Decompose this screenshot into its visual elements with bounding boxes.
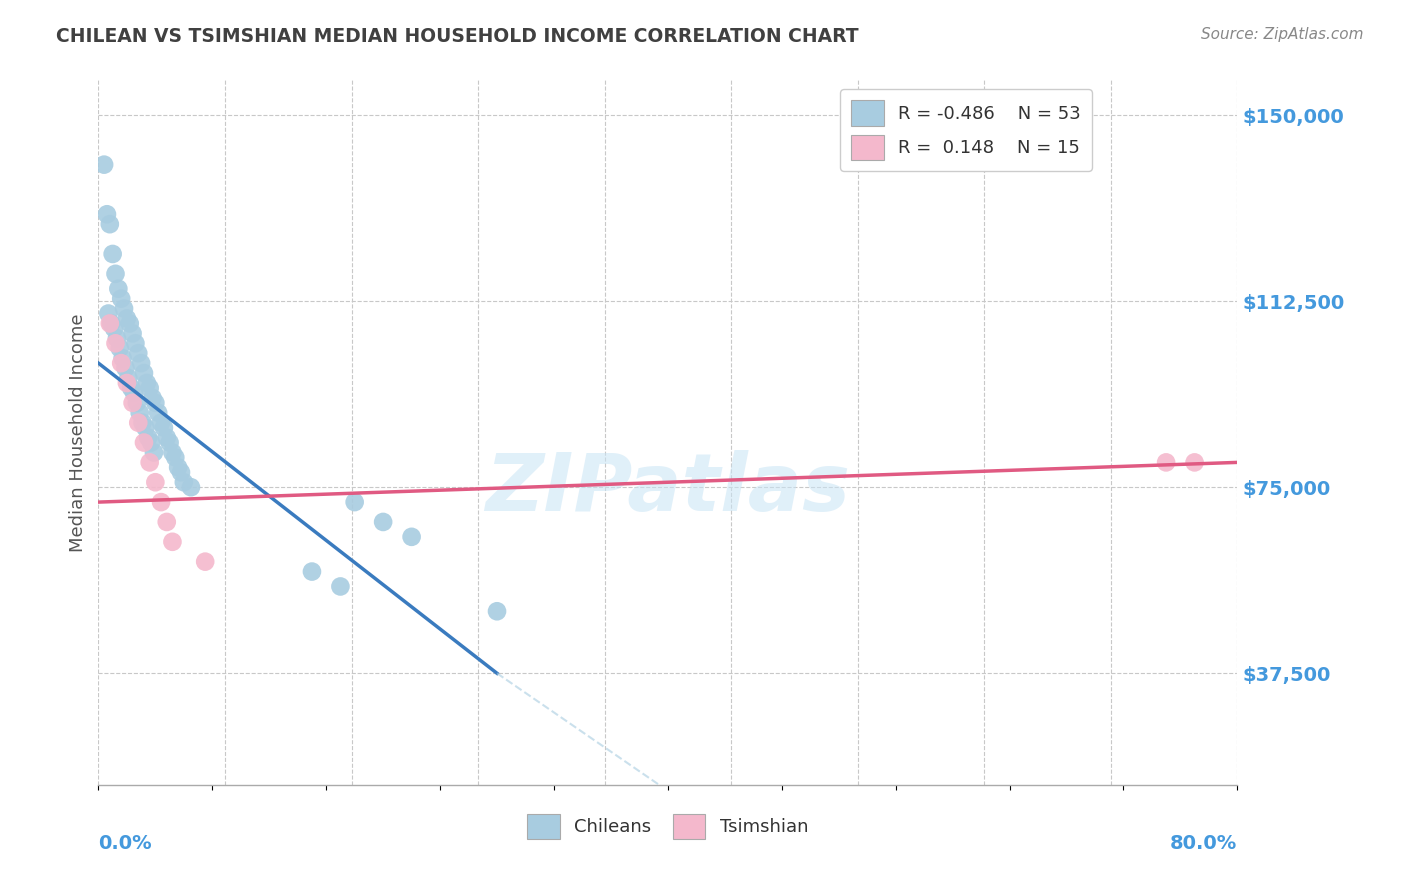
Point: [329, 579, 352, 593]
Text: Source: ZipAtlas.com: Source: ZipAtlas.com: [1201, 27, 1364, 42]
Point: [301, 565, 323, 579]
Point: [162, 445, 184, 459]
Point: [104, 336, 127, 351]
Point: [135, 376, 157, 390]
Point: [98, 317, 121, 331]
Point: [115, 376, 138, 390]
Point: [110, 292, 132, 306]
Point: [156, 515, 179, 529]
Point: [93, 158, 115, 172]
Point: [103, 321, 125, 335]
Point: [129, 356, 152, 370]
Point: [401, 530, 423, 544]
Point: [115, 311, 138, 326]
Point: [131, 416, 153, 430]
Text: 80.0%: 80.0%: [1170, 834, 1237, 854]
Point: [180, 480, 202, 494]
Point: [159, 435, 181, 450]
Point: [117, 371, 139, 385]
Point: [98, 217, 121, 231]
Point: [343, 495, 366, 509]
Point: [97, 306, 120, 320]
Point: [114, 361, 136, 376]
Point: [145, 396, 167, 410]
Point: [1184, 455, 1206, 469]
Point: [136, 431, 159, 445]
Point: [486, 604, 509, 618]
Point: [124, 336, 146, 351]
Point: [173, 475, 195, 490]
Point: [107, 282, 129, 296]
Point: [96, 207, 118, 221]
Point: [162, 534, 184, 549]
Legend: Chileans, Tsimshian: Chileans, Tsimshian: [520, 806, 815, 847]
Point: [125, 396, 148, 410]
Point: [142, 445, 165, 459]
Point: [145, 475, 167, 490]
Point: [170, 466, 193, 480]
Point: [101, 247, 124, 261]
Point: [118, 317, 141, 331]
Point: [111, 351, 134, 366]
Point: [139, 435, 162, 450]
Point: [156, 431, 179, 445]
Point: [194, 555, 217, 569]
Point: [105, 331, 128, 345]
Point: [132, 435, 155, 450]
Point: [121, 326, 143, 341]
Point: [148, 406, 170, 420]
Point: [165, 450, 187, 465]
Point: [132, 366, 155, 380]
Point: [150, 495, 173, 509]
Point: [122, 385, 145, 400]
Point: [100, 317, 122, 331]
Point: [128, 406, 150, 420]
Point: [134, 420, 156, 434]
Point: [1154, 455, 1177, 469]
Point: [121, 396, 143, 410]
Point: [153, 420, 176, 434]
Point: [167, 460, 190, 475]
Point: [112, 301, 135, 316]
Text: ZIPatlas: ZIPatlas: [485, 450, 851, 528]
Point: [138, 381, 160, 395]
Point: [138, 455, 160, 469]
Y-axis label: Median Household Income: Median Household Income: [69, 313, 87, 552]
Point: [150, 416, 173, 430]
Point: [141, 391, 163, 405]
Point: [127, 346, 149, 360]
Point: [108, 341, 131, 355]
Point: [110, 356, 132, 370]
Text: 0.0%: 0.0%: [98, 834, 152, 854]
Text: CHILEAN VS TSIMSHIAN MEDIAN HOUSEHOLD INCOME CORRELATION CHART: CHILEAN VS TSIMSHIAN MEDIAN HOUSEHOLD IN…: [56, 27, 859, 45]
Point: [120, 381, 142, 395]
Point: [104, 267, 127, 281]
Point: [127, 416, 149, 430]
Point: [373, 515, 395, 529]
